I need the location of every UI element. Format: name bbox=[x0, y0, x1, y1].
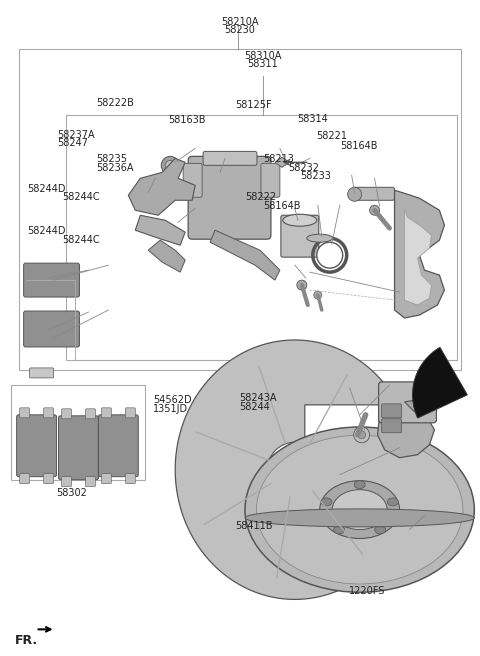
Circle shape bbox=[358, 431, 366, 439]
Text: 58210A: 58210A bbox=[221, 16, 259, 27]
Text: 58221: 58221 bbox=[317, 131, 348, 141]
FancyBboxPatch shape bbox=[20, 474, 30, 483]
FancyBboxPatch shape bbox=[382, 419, 402, 433]
FancyBboxPatch shape bbox=[61, 409, 72, 419]
Polygon shape bbox=[275, 157, 290, 167]
Ellipse shape bbox=[245, 427, 474, 592]
Bar bbox=[65, 115, 457, 360]
FancyBboxPatch shape bbox=[44, 474, 54, 483]
Text: 58222: 58222 bbox=[245, 192, 276, 202]
Text: 1220FS: 1220FS bbox=[349, 586, 385, 596]
Circle shape bbox=[165, 160, 175, 171]
Text: 58236A: 58236A bbox=[96, 163, 134, 173]
Wedge shape bbox=[295, 407, 420, 512]
FancyBboxPatch shape bbox=[85, 477, 96, 487]
Text: 58164B: 58164B bbox=[263, 201, 300, 211]
FancyBboxPatch shape bbox=[188, 156, 271, 239]
FancyBboxPatch shape bbox=[30, 316, 54, 326]
Text: 58237A: 58237A bbox=[57, 130, 95, 140]
Polygon shape bbox=[405, 392, 451, 412]
Wedge shape bbox=[295, 406, 422, 533]
Text: 58233: 58233 bbox=[300, 171, 331, 181]
Text: 58247: 58247 bbox=[57, 138, 88, 148]
Text: 58244: 58244 bbox=[239, 401, 270, 411]
Ellipse shape bbox=[332, 489, 387, 529]
FancyBboxPatch shape bbox=[382, 404, 402, 418]
FancyBboxPatch shape bbox=[24, 311, 80, 347]
Polygon shape bbox=[210, 230, 280, 280]
FancyBboxPatch shape bbox=[44, 408, 54, 418]
Text: 58232: 58232 bbox=[288, 163, 319, 173]
Ellipse shape bbox=[307, 234, 333, 242]
FancyBboxPatch shape bbox=[379, 382, 436, 423]
Polygon shape bbox=[405, 211, 432, 305]
Ellipse shape bbox=[321, 498, 332, 506]
FancyBboxPatch shape bbox=[30, 368, 54, 378]
Circle shape bbox=[354, 427, 370, 443]
FancyBboxPatch shape bbox=[125, 474, 135, 483]
Ellipse shape bbox=[317, 242, 343, 268]
Text: 58302: 58302 bbox=[56, 488, 87, 498]
Ellipse shape bbox=[245, 509, 474, 527]
FancyBboxPatch shape bbox=[20, 408, 30, 418]
Text: 54562D: 54562D bbox=[153, 395, 192, 405]
Text: 58411B: 58411B bbox=[235, 521, 273, 531]
Text: 58222B: 58222B bbox=[96, 98, 134, 108]
FancyBboxPatch shape bbox=[101, 474, 111, 483]
Bar bbox=[11, 385, 145, 480]
Text: 58311: 58311 bbox=[248, 59, 278, 69]
Text: 1351JD: 1351JD bbox=[153, 403, 188, 413]
Text: 58310A: 58310A bbox=[244, 51, 282, 61]
Polygon shape bbox=[395, 190, 444, 318]
FancyBboxPatch shape bbox=[24, 263, 80, 297]
Ellipse shape bbox=[267, 442, 322, 497]
Text: 58164B: 58164B bbox=[340, 141, 378, 151]
Circle shape bbox=[297, 280, 307, 290]
FancyBboxPatch shape bbox=[30, 326, 54, 336]
Ellipse shape bbox=[320, 481, 399, 539]
Text: 58244D: 58244D bbox=[27, 184, 65, 194]
Text: 58243A: 58243A bbox=[239, 393, 276, 403]
Polygon shape bbox=[175, 340, 398, 600]
FancyBboxPatch shape bbox=[30, 276, 54, 286]
Circle shape bbox=[314, 291, 322, 299]
FancyBboxPatch shape bbox=[183, 163, 202, 197]
Text: 58314: 58314 bbox=[298, 113, 328, 123]
FancyBboxPatch shape bbox=[203, 152, 257, 165]
Text: 58230: 58230 bbox=[225, 25, 255, 35]
FancyBboxPatch shape bbox=[125, 408, 135, 418]
Circle shape bbox=[161, 156, 179, 174]
Circle shape bbox=[370, 205, 380, 215]
Text: 58235: 58235 bbox=[96, 154, 127, 164]
Polygon shape bbox=[135, 215, 185, 245]
Text: 58163B: 58163B bbox=[168, 115, 206, 125]
Ellipse shape bbox=[354, 481, 365, 489]
Ellipse shape bbox=[387, 498, 398, 506]
Polygon shape bbox=[378, 400, 434, 458]
FancyBboxPatch shape bbox=[61, 477, 72, 487]
Text: 58125F: 58125F bbox=[235, 100, 272, 110]
Polygon shape bbox=[128, 158, 195, 215]
Text: 58244D: 58244D bbox=[27, 226, 65, 236]
Text: 58244C: 58244C bbox=[62, 235, 99, 245]
Ellipse shape bbox=[283, 215, 317, 226]
Circle shape bbox=[348, 188, 361, 201]
Bar bbox=[19, 49, 461, 370]
FancyBboxPatch shape bbox=[98, 415, 138, 477]
FancyBboxPatch shape bbox=[85, 409, 96, 419]
FancyBboxPatch shape bbox=[353, 188, 395, 200]
Polygon shape bbox=[148, 240, 185, 272]
FancyBboxPatch shape bbox=[101, 408, 111, 418]
Ellipse shape bbox=[334, 526, 345, 534]
FancyBboxPatch shape bbox=[281, 215, 319, 257]
FancyBboxPatch shape bbox=[261, 163, 280, 197]
Text: 58213: 58213 bbox=[263, 154, 294, 164]
Text: FR.: FR. bbox=[15, 634, 38, 647]
Wedge shape bbox=[412, 347, 468, 418]
FancyBboxPatch shape bbox=[59, 416, 98, 480]
Text: 58244C: 58244C bbox=[62, 192, 99, 202]
Ellipse shape bbox=[256, 435, 463, 584]
FancyBboxPatch shape bbox=[17, 415, 57, 477]
Ellipse shape bbox=[375, 526, 385, 534]
